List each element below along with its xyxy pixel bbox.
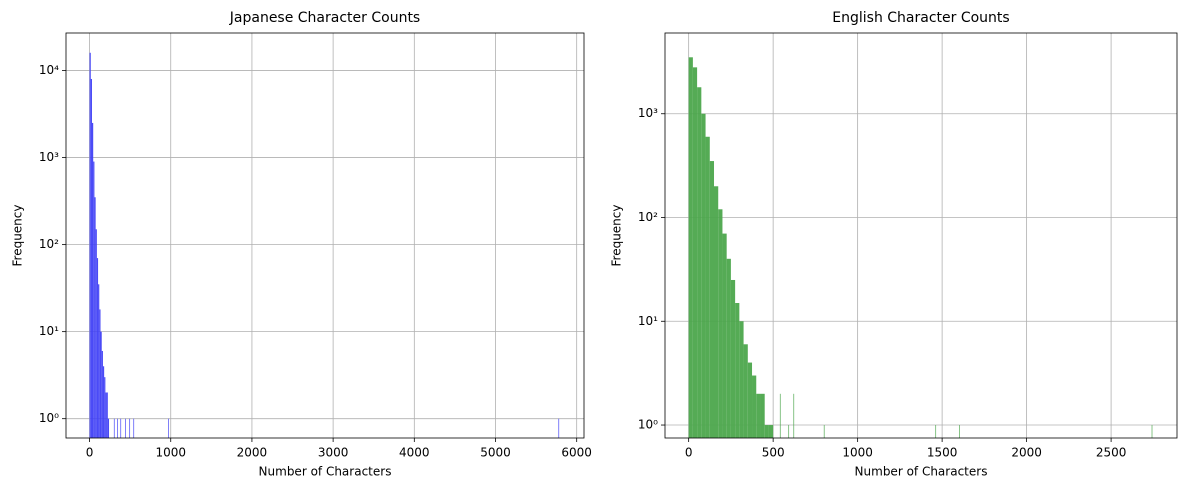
histogram-bar: [705, 136, 710, 438]
histogram-bar: [935, 425, 937, 438]
y-tick-label: 10²: [39, 237, 59, 251]
histogram-bar: [94, 197, 96, 438]
histogram-bar: [697, 87, 702, 439]
histogram-bar: [752, 375, 757, 438]
histogram-bar: [756, 393, 761, 438]
histogram-bar: [90, 78, 92, 438]
histogram-bar: [120, 418, 122, 438]
histogram-bar: [793, 393, 795, 438]
histogram-bar: [113, 418, 115, 438]
x-tick-label: 0: [685, 446, 693, 460]
histogram-bar: [760, 393, 765, 438]
histogram-bar: [714, 186, 719, 438]
histogram-bar: [117, 418, 118, 438]
histogram-bar: [726, 258, 731, 438]
histogram-bar: [104, 377, 106, 438]
histogram-bar: [125, 418, 126, 438]
chart-title: English Character Counts: [832, 10, 1009, 26]
histogram-bar: [709, 161, 715, 438]
histogram-bar: [1151, 425, 1153, 438]
histogram-bar: [107, 418, 110, 438]
x-tick-label: 4000: [399, 446, 430, 460]
y-tick-label: 10²: [638, 210, 658, 224]
histogram-bar: [764, 425, 769, 438]
histogram-bar: [106, 392, 108, 438]
y-tick-label: 10³: [39, 150, 59, 164]
histogram-bar: [718, 209, 723, 438]
histogram-bar: [98, 284, 100, 438]
histogram-bar: [89, 52, 91, 439]
histogram-bar: [735, 303, 740, 438]
histogram-bar: [823, 425, 825, 438]
x-tick-label: 2000: [237, 446, 268, 460]
histogram-bar: [692, 67, 698, 439]
y-axis-label: Frequency: [11, 205, 25, 267]
histogram-bar: [95, 229, 97, 438]
histogram-bar: [779, 393, 781, 438]
histogram-bar: [102, 366, 105, 438]
histogram-bar: [739, 321, 744, 438]
histogram-bar: [730, 279, 736, 438]
histogram-bar: [768, 425, 774, 438]
histogram-bar: [168, 418, 170, 438]
histogram-bar: [722, 233, 727, 438]
histogram-bar: [688, 57, 693, 438]
y-tick-label: 10⁰: [638, 418, 658, 432]
histogram-bar: [91, 122, 94, 438]
x-tick-label: 1000: [842, 446, 873, 460]
y-tick-label: 10¹: [638, 314, 658, 328]
x-tick-label: 500: [762, 446, 785, 460]
x-tick-label: 1000: [155, 446, 186, 460]
histogram-bar: [100, 331, 102, 438]
x-tick-label: 3000: [318, 446, 349, 460]
histogram-bar: [101, 350, 103, 438]
histogram-bar: [96, 258, 99, 438]
histogram-bar: [959, 425, 960, 438]
x-tick-label: 6000: [561, 446, 592, 460]
plot-frame: [664, 32, 1178, 439]
x-axis-label: Number of Characters: [259, 465, 392, 479]
x-tick-label: 2000: [1011, 446, 1042, 460]
y-tick-label: 10⁴: [39, 63, 59, 77]
histogram-bar: [99, 309, 101, 438]
x-tick-label: 2500: [1096, 446, 1127, 460]
histogram-bar: [747, 362, 753, 438]
histogram-bar: [788, 425, 790, 438]
histogram-bar: [129, 418, 131, 438]
y-axis-label: Frequency: [610, 205, 624, 267]
y-tick-label: 10⁰: [39, 411, 59, 425]
x-axis-label: Number of Characters: [855, 465, 988, 479]
plot-frame: [65, 32, 585, 439]
histogram-bar: [743, 344, 748, 438]
histogram-bar: [701, 113, 706, 438]
histogram-bar: [105, 392, 107, 438]
y-tick-label: 10³: [638, 106, 658, 120]
histogram-bar: [558, 418, 560, 438]
chart-title: Japanese Character Counts: [229, 10, 420, 26]
x-tick-label: 0: [86, 446, 94, 460]
histogram-bar: [93, 161, 95, 439]
x-tick-label: 1500: [927, 446, 958, 460]
histogram-bar: [133, 418, 135, 438]
y-tick-label: 10¹: [39, 324, 59, 338]
x-tick-label: 5000: [480, 446, 511, 460]
